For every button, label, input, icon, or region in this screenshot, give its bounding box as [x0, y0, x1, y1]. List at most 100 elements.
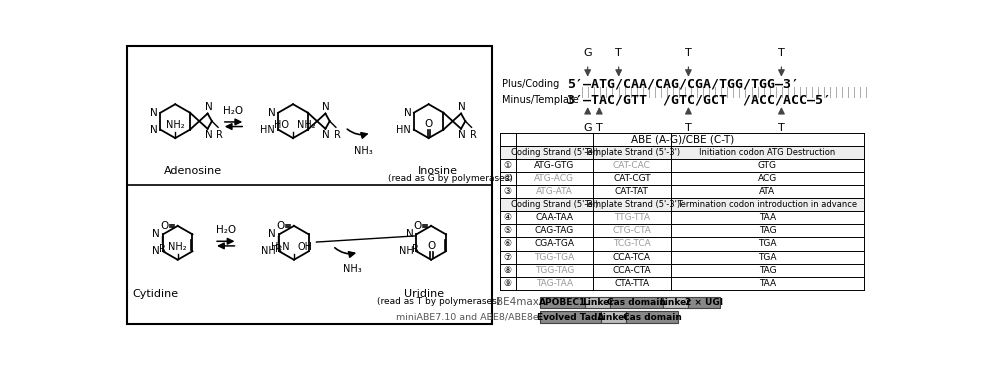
Text: G: G — [583, 48, 592, 58]
Text: H₂O: H₂O — [223, 106, 244, 116]
Text: G: G — [583, 123, 592, 133]
Text: Template Strand (5'-3'): Template Strand (5'-3') — [584, 148, 680, 157]
Text: T: T — [685, 123, 692, 133]
Text: Termination codon introduction in advance: Termination codon introduction in advanc… — [677, 200, 858, 209]
Text: N: N — [322, 130, 330, 140]
Text: N: N — [150, 125, 158, 135]
Text: TGA: TGA — [758, 252, 777, 262]
Text: R: R — [216, 130, 223, 141]
Text: ACG: ACG — [758, 174, 777, 183]
Bar — [688, 297, 720, 308]
Text: CTG-CTA: CTG-CTA — [612, 226, 651, 236]
Text: T: T — [615, 48, 622, 58]
Text: ⑨: ⑨ — [504, 279, 512, 288]
Text: N: N — [268, 108, 276, 118]
Text: Inosine: Inosine — [418, 166, 458, 176]
Text: TAG-TAA: TAG-TAA — [536, 279, 573, 288]
Text: NH₃: NH₃ — [343, 263, 362, 274]
Text: N: N — [406, 229, 413, 239]
Text: O: O — [427, 241, 435, 251]
Text: TAG: TAG — [759, 266, 776, 275]
Bar — [540, 297, 585, 308]
Bar — [663, 297, 688, 308]
Text: TAA: TAA — [759, 279, 776, 288]
Text: TGG-TGA: TGG-TGA — [534, 252, 574, 262]
Text: CAT-TAT: CAT-TAT — [615, 187, 649, 196]
Text: Linker: Linker — [597, 313, 629, 322]
Text: Cas domain: Cas domain — [607, 298, 666, 307]
Text: 3′–TAC/GTT  /GTC/GCT  /ACC/ACC–5′: 3′–TAC/GTT /GTC/GCT /ACC/ACC–5′ — [567, 93, 831, 106]
Text: ③: ③ — [504, 187, 512, 196]
Text: N: N — [152, 246, 160, 256]
Text: N: N — [404, 108, 412, 118]
Text: ①: ① — [504, 161, 512, 170]
Bar — [127, 46, 492, 324]
Text: TAA: TAA — [759, 213, 776, 222]
Text: TTG-TTA: TTG-TTA — [614, 213, 650, 222]
Text: R: R — [412, 244, 419, 254]
Text: NH₂: NH₂ — [297, 120, 316, 130]
Text: (read as G by polymerases): (read as G by polymerases) — [388, 174, 513, 183]
Text: ⑤: ⑤ — [504, 226, 512, 236]
Text: R: R — [159, 244, 166, 254]
Text: CCA-CTA: CCA-CTA — [613, 266, 651, 275]
Text: BE4max: BE4max — [496, 297, 539, 308]
Text: NH: NH — [261, 246, 276, 256]
Text: NH₃: NH₃ — [354, 146, 373, 156]
Text: CCA-TCA: CCA-TCA — [613, 252, 651, 262]
Text: Minus/Template: Minus/Template — [502, 95, 579, 105]
Text: T: T — [778, 123, 785, 133]
Text: 2 × UGI: 2 × UGI — [685, 298, 723, 307]
Text: ATG-GTG: ATG-GTG — [534, 161, 575, 170]
Text: N: N — [322, 102, 330, 112]
Text: ②: ② — [504, 174, 512, 183]
Text: Coding Strand (5'-3'): Coding Strand (5'-3') — [511, 148, 598, 157]
Text: OH: OH — [298, 242, 313, 252]
Text: ⑧: ⑧ — [504, 266, 512, 275]
Text: N: N — [268, 229, 276, 239]
Text: TGG-TAG: TGG-TAG — [535, 266, 574, 275]
Text: Plus/Coding: Plus/Coding — [502, 79, 560, 89]
Text: miniABE7.10 and ABE8/ABE8e: miniABE7.10 and ABE8/ABE8e — [396, 313, 539, 322]
Text: N: N — [152, 229, 160, 239]
Text: Uridine: Uridine — [404, 289, 444, 299]
Text: NH: NH — [399, 246, 413, 256]
Text: Linker: Linker — [582, 298, 614, 307]
Text: CAT-CGT: CAT-CGT — [613, 174, 651, 183]
Text: R: R — [275, 244, 282, 254]
Text: Adenosine: Adenosine — [164, 166, 222, 176]
Text: N: N — [458, 102, 466, 112]
Text: N: N — [205, 130, 212, 140]
Text: Coding Strand (5'-3'): Coding Strand (5'-3') — [511, 200, 598, 209]
Text: N: N — [150, 108, 158, 118]
Bar — [610, 297, 663, 308]
Bar — [540, 311, 601, 323]
Text: NH₂: NH₂ — [166, 120, 185, 130]
Text: R: R — [334, 130, 341, 141]
Text: ④: ④ — [504, 213, 512, 222]
Text: 5′–ATG/CAA/CAG/CGA/TGG/TGG–3′: 5′–ATG/CAA/CAG/CGA/TGG/TGG–3′ — [567, 78, 799, 91]
Text: ⑥: ⑥ — [504, 240, 512, 248]
Text: GTG: GTG — [758, 161, 777, 170]
Text: O: O — [160, 221, 168, 231]
Text: N: N — [205, 102, 212, 112]
Text: HN: HN — [260, 125, 275, 135]
Text: NH₂: NH₂ — [168, 242, 187, 252]
Text: CAA-TAA: CAA-TAA — [535, 213, 573, 222]
Text: CAT-CAC: CAT-CAC — [613, 161, 651, 170]
Text: Cytidine: Cytidine — [133, 289, 179, 299]
Text: T: T — [596, 123, 603, 133]
Text: O: O — [414, 221, 422, 231]
Text: H₂N: H₂N — [271, 242, 290, 252]
Text: ATA: ATA — [759, 187, 776, 196]
Text: ATG-ACG: ATG-ACG — [534, 174, 574, 183]
Text: R: R — [470, 130, 476, 141]
Text: APOBEC1: APOBEC1 — [539, 298, 586, 307]
Text: Initiation codon ATG Destruction: Initiation codon ATG Destruction — [699, 148, 836, 157]
Text: H₂O: H₂O — [216, 225, 236, 235]
Text: Template Strand (5'-3'): Template Strand (5'-3') — [584, 200, 680, 209]
Text: (read as T by polymerases): (read as T by polymerases) — [377, 297, 500, 306]
Bar — [601, 311, 626, 323]
Text: TAG: TAG — [759, 226, 776, 236]
Text: T: T — [778, 48, 785, 58]
